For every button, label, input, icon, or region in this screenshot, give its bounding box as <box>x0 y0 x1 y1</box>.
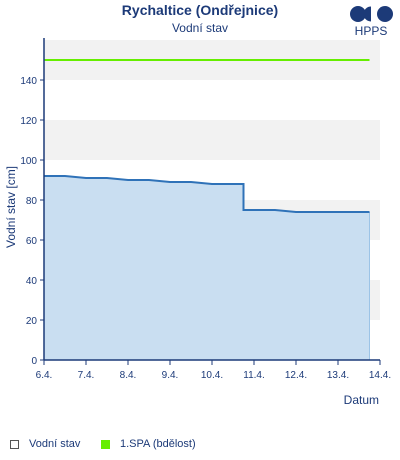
grid-band <box>44 120 380 160</box>
y-tick-label: 140 <box>20 76 37 87</box>
x-tick-label: 9.4. <box>162 370 179 381</box>
y-tick-label: 40 <box>26 276 38 287</box>
water-level-area <box>44 176 370 360</box>
logo-text: HPPS <box>354 24 388 38</box>
x-axis-title: Datum <box>344 393 379 407</box>
legend-swatch-water-level <box>10 439 19 449</box>
hpps-logo-icon <box>350 6 393 22</box>
x-tick-label: 13.4. <box>327 370 349 381</box>
y-axis-title: Vodní stav [cm] <box>4 166 18 248</box>
legend-item-spa1[interactable]: 1.SPA (bdělost) <box>101 438 196 450</box>
legend-item-water-level[interactable]: Vodní stav <box>10 438 80 450</box>
legend-label-spa1: 1.SPA (bdělost) <box>120 438 196 450</box>
legend-label-water-level: Vodní stav <box>29 438 81 450</box>
legend-swatch-spa1 <box>101 439 110 449</box>
x-tick-label: 7.4. <box>78 370 95 381</box>
x-tick-label: 10.4. <box>201 370 223 381</box>
y-tick-label: 0 <box>31 356 37 367</box>
x-tick-label: 6.4. <box>36 370 53 381</box>
x-tick-label: 14.4. <box>369 370 391 381</box>
hpps-logo: HPPS <box>346 5 400 41</box>
y-tick-label: 120 <box>20 116 37 127</box>
chart-subtitle: Vodní stav <box>171 21 229 35</box>
y-tick-label: 80 <box>26 196 38 207</box>
water-level-line <box>44 175 370 213</box>
chart-title: Rychaltice (Ondřejnice) <box>121 2 279 18</box>
y-tick-label: 20 <box>26 316 38 327</box>
y-tick-label: 100 <box>20 156 37 167</box>
x-tick-label: 8.4. <box>120 370 137 381</box>
x-tick-label: 11.4. <box>243 370 265 381</box>
y-tick-label: 60 <box>26 236 38 247</box>
x-tick-label: 12.4. <box>285 370 307 381</box>
